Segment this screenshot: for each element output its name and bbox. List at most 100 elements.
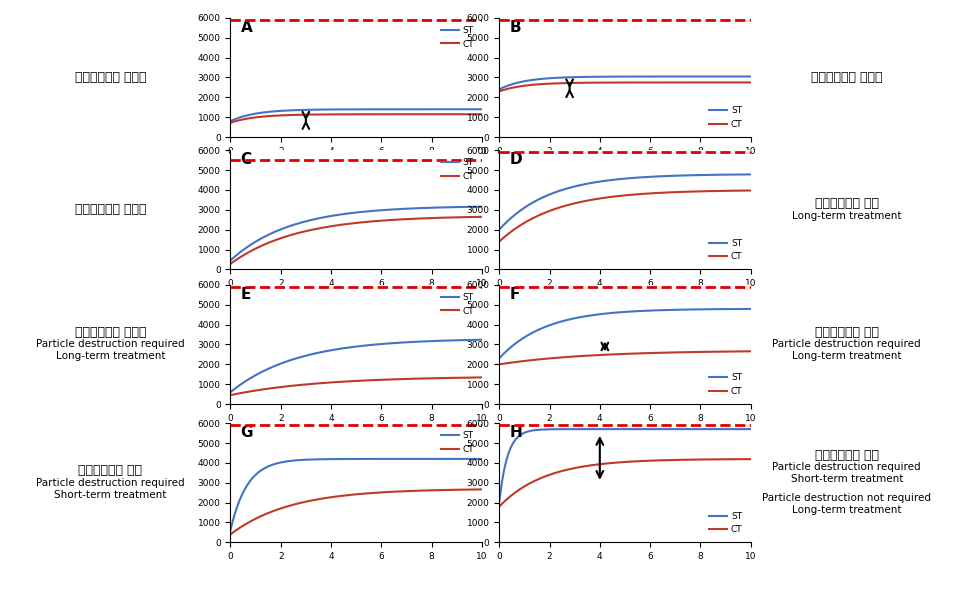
- CT: [346, 220, 357, 227]
- ST: [476, 105, 488, 113]
- ST: [476, 455, 488, 462]
- Line: CT: CT: [230, 114, 482, 123]
- Legend: ST, CT: ST, CT: [437, 23, 477, 52]
- ST: [225, 117, 236, 125]
- Text: 정화목표달성 불가능: 정화목표달성 불가능: [811, 71, 882, 84]
- ST: [739, 305, 751, 312]
- CT: [225, 260, 236, 268]
- Line: ST: ST: [499, 175, 751, 229]
- Legend: ST, CT: ST, CT: [437, 290, 477, 319]
- ST: [470, 336, 482, 343]
- ST: [700, 172, 711, 179]
- CT: [374, 489, 386, 496]
- CT: [493, 361, 505, 368]
- CT: [614, 79, 626, 86]
- Text: B: B: [509, 20, 521, 35]
- ST: [431, 455, 443, 462]
- ST: [470, 455, 482, 462]
- CT: [630, 79, 641, 86]
- Line: ST: ST: [230, 340, 482, 392]
- CT: [700, 79, 711, 86]
- ST: [225, 257, 236, 264]
- Legend: ST, CT: ST, CT: [706, 508, 746, 538]
- Text: Particle destruction required: Particle destruction required: [773, 340, 921, 349]
- ST: [700, 426, 711, 433]
- Text: 정화목표달성 가능: 정화목표달성 가능: [815, 197, 878, 210]
- Text: Particle destruction not required: Particle destruction not required: [762, 493, 931, 503]
- Line: ST: ST: [230, 109, 482, 121]
- Text: D: D: [509, 153, 522, 167]
- CT: [739, 79, 751, 86]
- Text: E: E: [240, 287, 251, 302]
- ST: [643, 307, 655, 314]
- CT: [476, 374, 488, 381]
- ST: [361, 208, 372, 215]
- Text: 정화목표달성 불가능: 정화목표달성 불가능: [75, 203, 146, 216]
- Text: Long-term treatment: Long-term treatment: [792, 352, 901, 361]
- Line: CT: CT: [499, 191, 751, 241]
- ST: [745, 305, 756, 312]
- Line: ST: ST: [499, 309, 751, 358]
- Legend: ST, CT: ST, CT: [437, 428, 477, 457]
- CT: [431, 215, 443, 222]
- CT: [431, 486, 443, 493]
- Legend: ST, CT: ST, CT: [437, 155, 477, 184]
- CT: [431, 111, 443, 118]
- CT: [346, 378, 357, 385]
- ST: [361, 455, 372, 462]
- ST: [374, 105, 386, 113]
- ST: [431, 204, 443, 211]
- ST: [346, 209, 357, 216]
- CT: [344, 378, 355, 385]
- CT: [745, 455, 756, 462]
- CT: [361, 218, 372, 225]
- CT: [612, 79, 624, 86]
- Text: Short-term treatment: Short-term treatment: [790, 474, 903, 484]
- ST: [745, 73, 756, 80]
- Line: ST: ST: [230, 459, 482, 530]
- ST: [745, 426, 756, 433]
- ST: [614, 175, 626, 182]
- CT: [612, 193, 624, 200]
- Line: CT: CT: [499, 459, 751, 507]
- ST: [643, 426, 655, 433]
- ST: [476, 203, 488, 210]
- Text: C: C: [240, 153, 252, 167]
- CT: [374, 217, 386, 224]
- CT: [361, 111, 372, 118]
- CT: [700, 456, 711, 463]
- CT: [470, 111, 482, 118]
- Legend: ST, CT: ST, CT: [706, 370, 746, 399]
- CT: [643, 349, 655, 356]
- Text: 정화목표달성 가능: 정화목표달성 가능: [815, 449, 878, 462]
- ST: [344, 210, 355, 217]
- CT: [493, 503, 505, 510]
- CT: [344, 491, 355, 498]
- Line: ST: ST: [499, 429, 751, 502]
- ST: [344, 344, 355, 351]
- CT: [630, 350, 641, 357]
- ST: [630, 73, 641, 80]
- CT: [700, 188, 711, 195]
- Text: 정화목표달성 가능: 정화목표달성 가능: [815, 326, 878, 339]
- ST: [374, 455, 386, 462]
- Line: CT: CT: [230, 489, 482, 535]
- CT: [374, 376, 386, 383]
- ST: [612, 73, 624, 80]
- CT: [643, 190, 655, 197]
- ST: [614, 309, 626, 316]
- CT: [225, 392, 236, 399]
- CT: [361, 490, 372, 497]
- ST: [361, 105, 372, 113]
- CT: [493, 88, 505, 95]
- Text: Long-term treatment: Long-term treatment: [792, 211, 901, 221]
- Text: A: A: [240, 20, 252, 35]
- CT: [614, 193, 626, 200]
- CT: [493, 238, 505, 245]
- Text: 정화목표달성 가능: 정화목표달성 가능: [79, 464, 142, 477]
- Text: Long-term treatment: Long-term treatment: [792, 505, 901, 515]
- ST: [470, 105, 482, 113]
- ST: [643, 73, 655, 80]
- Text: Particle destruction required: Particle destruction required: [36, 340, 184, 349]
- ST: [739, 171, 751, 178]
